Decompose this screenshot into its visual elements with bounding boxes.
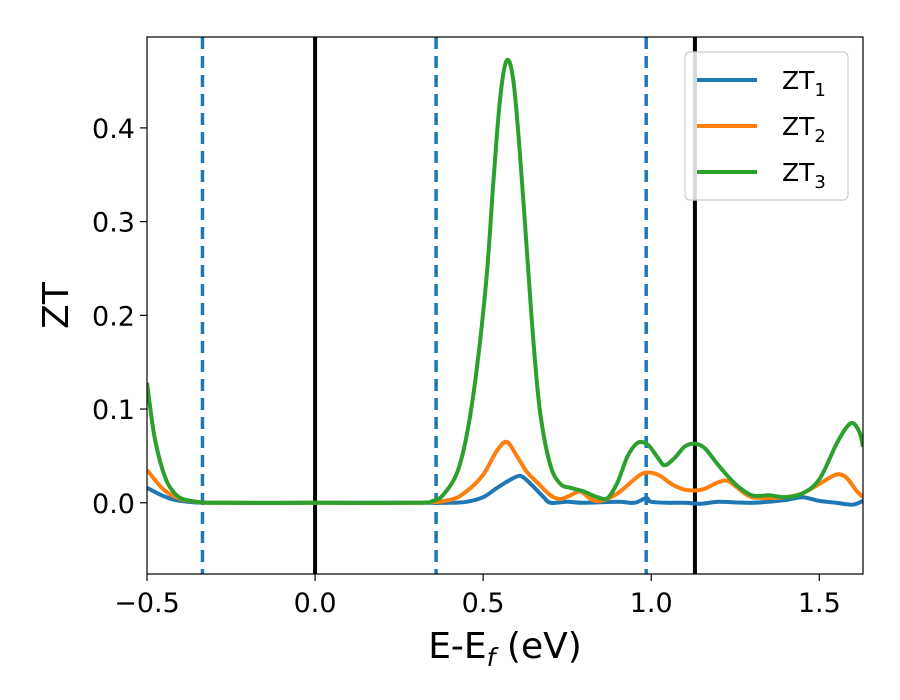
x-tick-label: 1.5 bbox=[798, 588, 841, 619]
y-axis-title: ZT bbox=[36, 281, 77, 329]
x-axis-title-unit: (eV) bbox=[495, 626, 581, 667]
legend-box bbox=[684, 51, 849, 201]
legend: ZT1 ZT2 ZT3 bbox=[684, 51, 849, 201]
legend-label-ZT3: ZT3 bbox=[782, 158, 826, 193]
series-lines bbox=[147, 57, 863, 507]
y-axis: 0.0 0.1 0.2 0.3 0.4 bbox=[92, 114, 147, 520]
legend-label-ZT1: ZT1 bbox=[782, 66, 826, 101]
x-axis-title: E-Ef (eV) bbox=[428, 626, 582, 672]
x-axis-title-main: E-E bbox=[428, 626, 486, 667]
y-tick-label: 0.1 bbox=[92, 395, 135, 426]
y-tick-label: 0.2 bbox=[92, 301, 135, 332]
reference-lines bbox=[200, 37, 697, 574]
legend-label-ZT2: ZT2 bbox=[782, 112, 826, 147]
y-tick-label: 0.3 bbox=[92, 208, 135, 239]
plot-frame bbox=[146, 36, 864, 575]
x-axis: −0.5 0.0 0.5 1.0 1.5 bbox=[114, 574, 841, 619]
y-tick-label: 0.4 bbox=[92, 114, 135, 145]
series-line-ZT3 bbox=[147, 57, 863, 505]
x-tick-label: 0.0 bbox=[294, 588, 337, 619]
y-tick-label: 0.0 bbox=[92, 489, 135, 520]
x-tick-label: −0.5 bbox=[114, 588, 180, 619]
x-tick-label: 0.5 bbox=[462, 588, 505, 619]
series-line-ZT2 bbox=[147, 439, 863, 505]
x-tick-label: 1.0 bbox=[630, 588, 673, 619]
series-line-ZT1 bbox=[147, 473, 863, 507]
